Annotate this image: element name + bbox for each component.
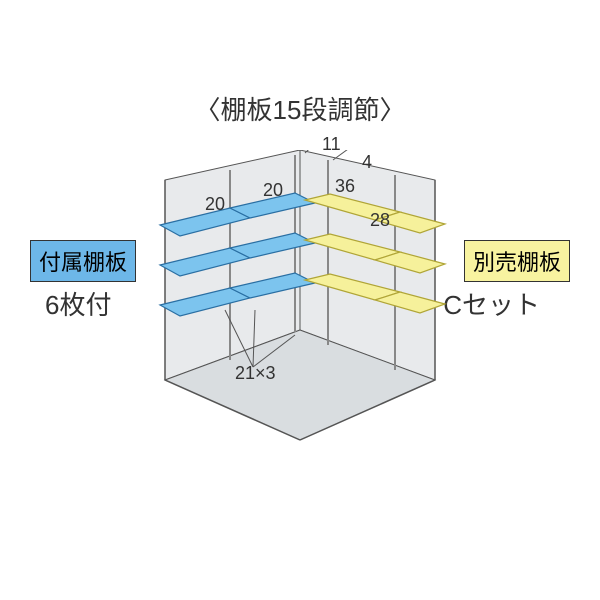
left-subtitle: 6枚付 (45, 285, 111, 322)
left-badge: 付属棚板 (30, 240, 136, 282)
dim-4: 4 (362, 152, 372, 173)
dim-36: 36 (335, 176, 355, 197)
right-badge: 別売棚板 (464, 240, 570, 282)
right-subtitle: Cセット (443, 285, 540, 322)
dim-20a: 20 (205, 194, 225, 215)
page-title: 〈棚板15段調節〉 (195, 90, 406, 127)
dim-21x3: 21×3 (235, 363, 276, 384)
dim-28: 28 (370, 210, 390, 231)
dim-20b: 20 (263, 180, 283, 201)
dim-11: 11 (322, 134, 341, 155)
shelf-diagram (145, 150, 455, 460)
